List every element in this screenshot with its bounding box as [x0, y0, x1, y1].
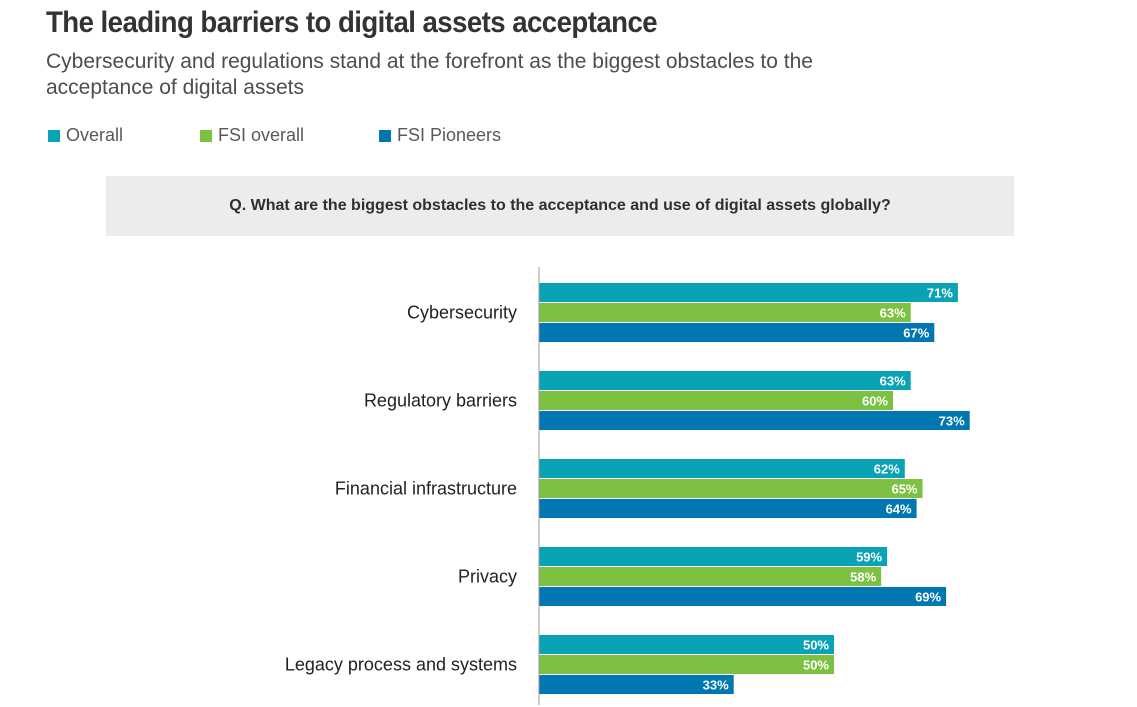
bar-regulatory-barriers-fsi-overall	[539, 391, 893, 410]
bar-cybersecurity-overall	[539, 283, 958, 302]
legend-swatch-overall	[48, 129, 60, 142]
legend-label-fsi-pioneers: FSI Pioneers	[397, 125, 502, 145]
bar-privacy-overall	[539, 547, 888, 566]
bar-legacy-process-and-systems-fsi-pioneers	[539, 675, 734, 694]
value-label-privacy-overall: 59%	[856, 550, 882, 565]
value-label-privacy-fsi-pioneers: 69%	[915, 590, 941, 605]
bar-legacy-process-and-systems-overall	[539, 635, 834, 654]
category-label-regulatory-barriers: Regulatory barriers	[364, 391, 517, 411]
value-label-cybersecurity-overall: 71%	[927, 286, 953, 301]
value-label-regulatory-barriers-fsi-pioneers: 73%	[939, 414, 965, 429]
category-label-cybersecurity: Cybersecurity	[407, 303, 517, 323]
value-label-cybersecurity-fsi-pioneers: 67%	[903, 326, 929, 341]
value-label-financial-infrastructure-overall: 62%	[874, 462, 900, 477]
bar-legacy-process-and-systems-fsi-overall	[539, 655, 834, 674]
value-label-cybersecurity-fsi-overall: 63%	[880, 306, 906, 321]
value-label-privacy-fsi-overall: 58%	[850, 570, 876, 585]
value-label-regulatory-barriers-fsi-overall: 60%	[862, 394, 888, 409]
value-label-regulatory-barriers-overall: 63%	[880, 374, 906, 389]
bar-financial-infrastructure-fsi-pioneers	[539, 499, 917, 518]
value-label-legacy-process-and-systems-fsi-pioneers: 33%	[703, 678, 729, 693]
legend-item-fsi-pioneers: FSI Pioneers	[379, 125, 501, 146]
bar-financial-infrastructure-overall	[539, 459, 905, 478]
bar-privacy-fsi-pioneers	[539, 587, 947, 606]
bar-cybersecurity-fsi-pioneers	[539, 323, 935, 342]
value-label-financial-infrastructure-fsi-pioneers: 64%	[886, 502, 912, 517]
category-label-privacy: Privacy	[458, 567, 517, 587]
legend-item-fsi-overall: FSI overall	[200, 125, 304, 146]
legend-label-overall: Overall	[66, 125, 124, 145]
value-label-legacy-process-and-systems-overall: 50%	[803, 638, 829, 653]
legend-swatch-fsi-overall	[200, 129, 212, 142]
bar-cybersecurity-fsi-overall	[539, 303, 911, 322]
category-label-legacy-process-and-systems: Legacy process and systems	[285, 655, 517, 675]
legend-item-overall: Overall	[48, 125, 123, 146]
value-label-financial-infrastructure-fsi-overall: 65%	[891, 482, 917, 497]
category-label-financial-infrastructure: Financial infrastructure	[335, 479, 517, 499]
question-text: Q. What are the biggest obstacles to the…	[229, 197, 891, 214]
legend-label-fsi-overall: FSI overall	[218, 125, 305, 145]
bar-regulatory-barriers-fsi-pioneers	[539, 411, 970, 430]
bar-financial-infrastructure-fsi-overall	[539, 479, 923, 498]
value-label-legacy-process-and-systems-fsi-overall: 50%	[803, 658, 829, 673]
question-box: Q. What are the biggest obstacles to the…	[106, 176, 1014, 236]
bar-regulatory-barriers-overall	[539, 371, 911, 390]
bar-privacy-fsi-overall	[539, 567, 882, 586]
chart-subtitle: Cybersecurity and regulations stand at t…	[46, 50, 813, 99]
chart-title: The leading barriers to digital assets a…	[46, 6, 658, 39]
legend-swatch-fsi-pioneers	[379, 129, 391, 142]
